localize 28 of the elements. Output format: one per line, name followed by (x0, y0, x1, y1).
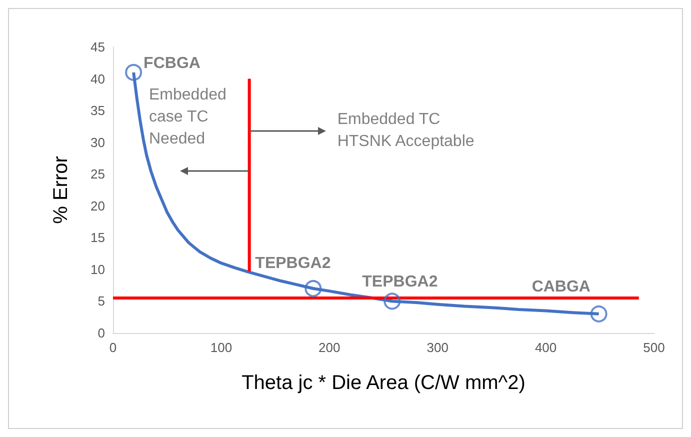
x-tick-label: 100 (210, 340, 232, 355)
y-axis-title: % Error (50, 156, 72, 224)
y-tick-label: 10 (90, 262, 105, 277)
y-tick-label: 40 (90, 71, 105, 86)
x-tick-label: 300 (426, 340, 448, 355)
y-tick-label: 15 (90, 230, 105, 246)
annotation: Embedded TC HTSNK Acceptable (337, 111, 474, 150)
point (590, 305, 608, 322)
point (304, 280, 322, 298)
y-tick-label: 5 (98, 294, 105, 309)
y-tick-label: 35 (90, 103, 105, 118)
y-tick-label: 20 (90, 198, 105, 214)
y-tick-label: 0 (98, 326, 105, 340)
point (125, 64, 142, 81)
annotation: FCBGA (144, 54, 201, 72)
annotation: CABGA (532, 278, 591, 296)
x-tick-label: 400 (534, 340, 557, 355)
x-tick-label: 200 (318, 340, 340, 355)
x-tick-label: 500 (643, 340, 665, 355)
annotation: Embedded case TC Needed (149, 86, 226, 148)
x-tick-label: 0 (109, 340, 117, 355)
y-tick-label: 25 (90, 166, 105, 182)
annotation: TEPBGA2 (362, 274, 438, 291)
y-tick-label: 30 (90, 134, 105, 150)
point (384, 292, 401, 310)
annotation: TEPBGA2 (255, 255, 331, 272)
y-tick-label: 45 (90, 40, 105, 54)
x-axis-title: Theta jc * Die Area (C/W mm^2) (242, 372, 526, 394)
